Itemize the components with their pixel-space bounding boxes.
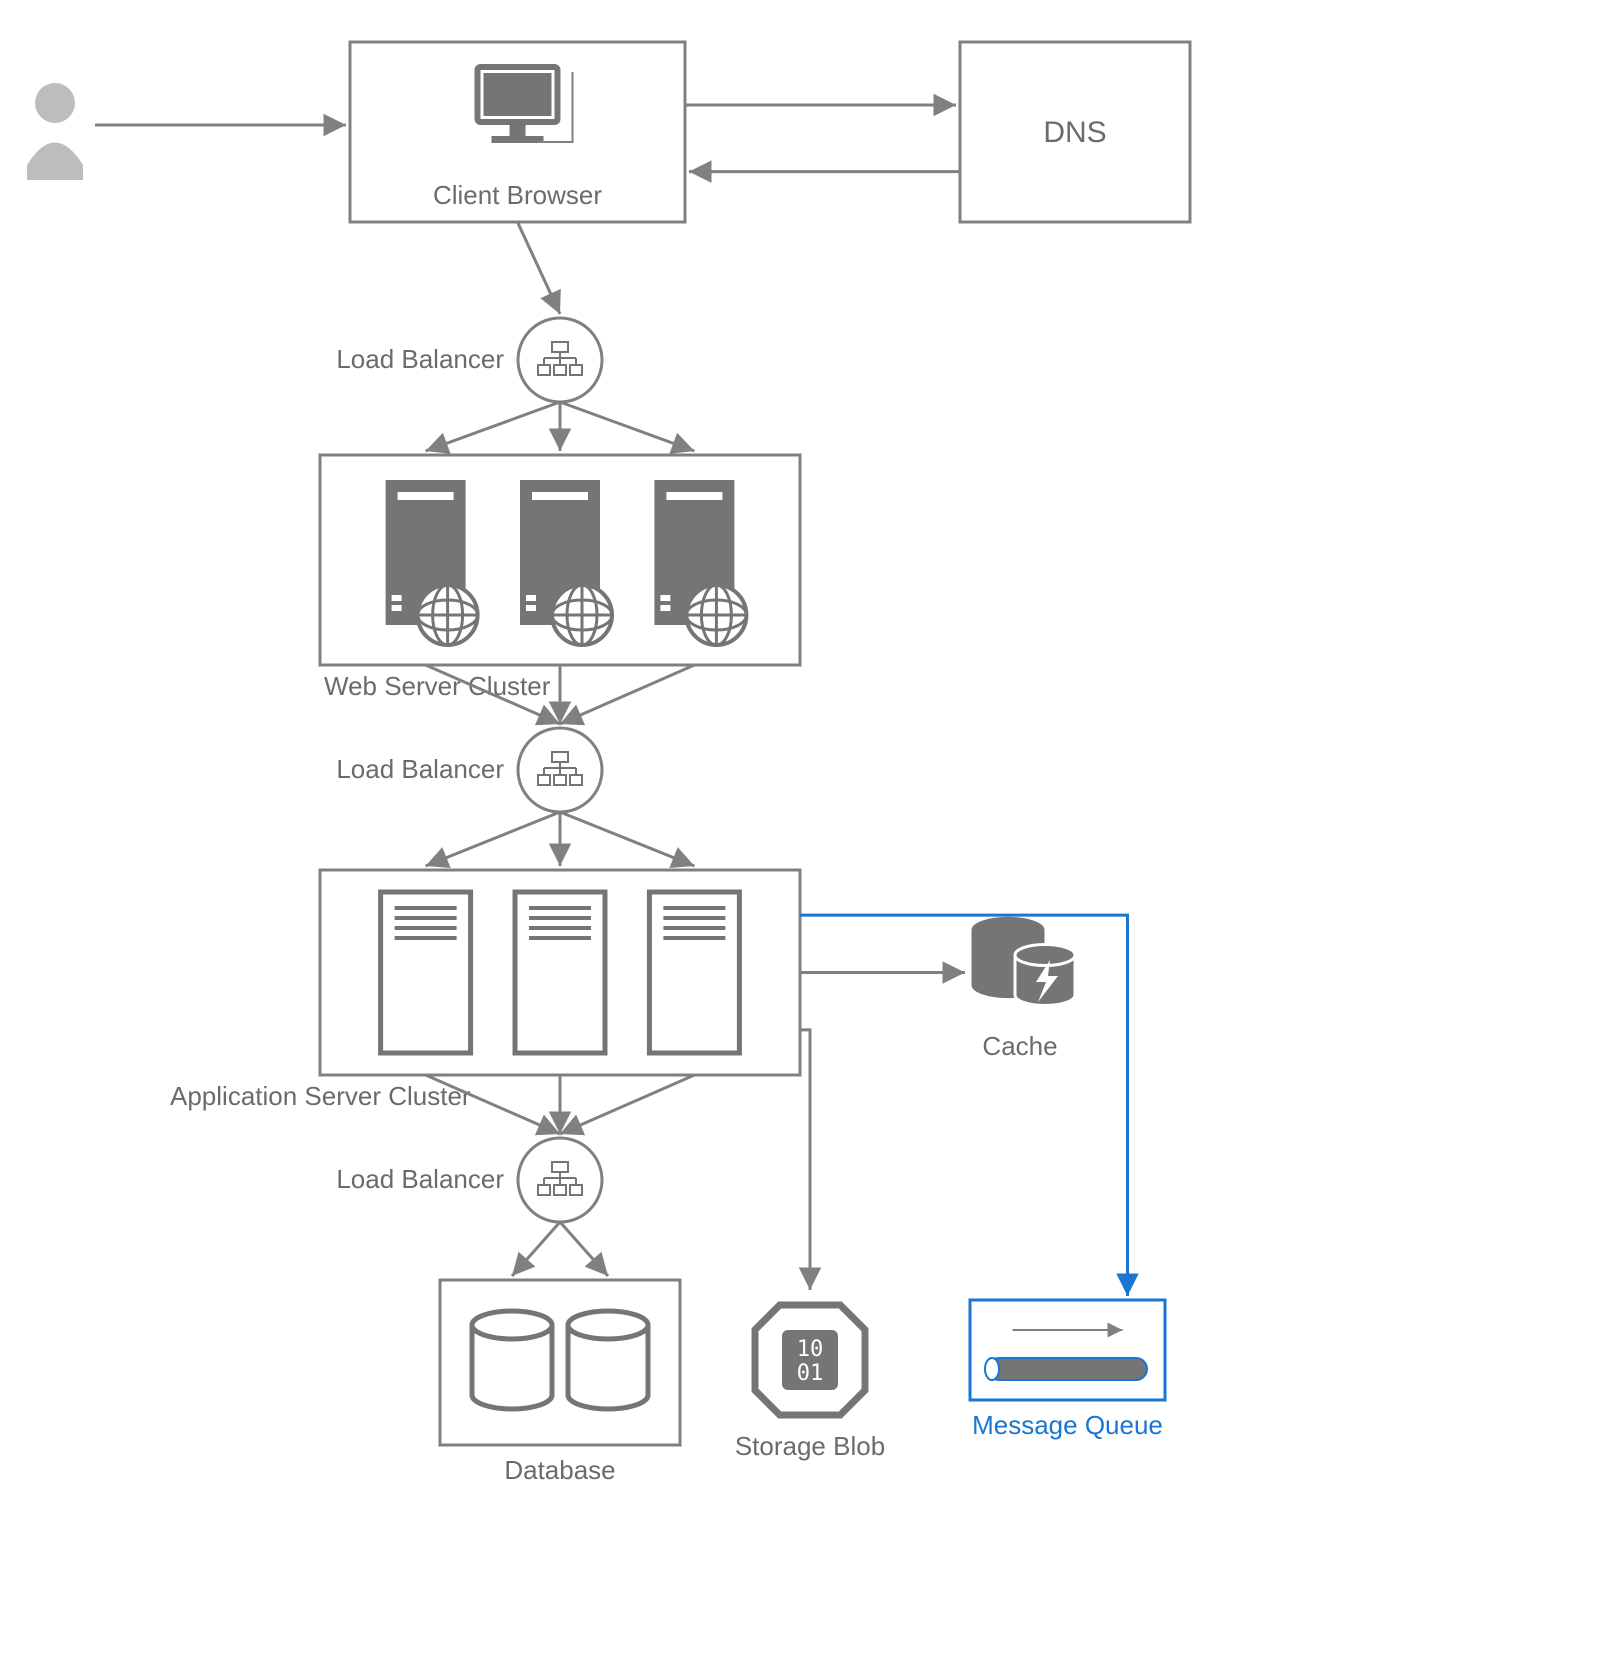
lb1-label: Load Balancer: [336, 344, 504, 374]
cache-label: Cache: [982, 1031, 1057, 1061]
svg-text:01: 01: [797, 1361, 824, 1386]
svg-text:10: 10: [797, 1337, 824, 1362]
web-server-icon: [520, 480, 612, 645]
database-icon: [472, 1311, 552, 1409]
app-cluster-box: [320, 870, 800, 1075]
storage-blob-icon: 1001: [755, 1305, 865, 1415]
storage-label: Storage Blob: [735, 1431, 885, 1461]
database-icon: [568, 1311, 648, 1409]
web-server-icon: [654, 480, 746, 645]
web-cluster-label: Web Server Cluster: [324, 671, 551, 701]
client-browser-label: Client Browser: [433, 180, 602, 210]
app-cluster-label: Application Server Cluster: [170, 1081, 471, 1111]
load-balancer-icon: [518, 318, 602, 402]
load-balancer-icon: [518, 728, 602, 812]
database-label: Database: [504, 1455, 615, 1485]
lb3-label: Load Balancer: [336, 1164, 504, 1194]
mq-label: Message Queue: [972, 1410, 1163, 1440]
load-balancer-icon: [518, 1138, 602, 1222]
web-server-icon: [386, 480, 478, 645]
architecture-diagram: Client Browser DNS Load Balancer Load Balan…: [0, 0, 1614, 1667]
lb2-label: Load Balancer: [336, 754, 504, 784]
user-icon: [27, 83, 83, 180]
cache-icon: [972, 917, 1075, 1005]
dns-label: DNS: [1043, 116, 1106, 149]
message-queue-icon: [970, 1300, 1165, 1400]
